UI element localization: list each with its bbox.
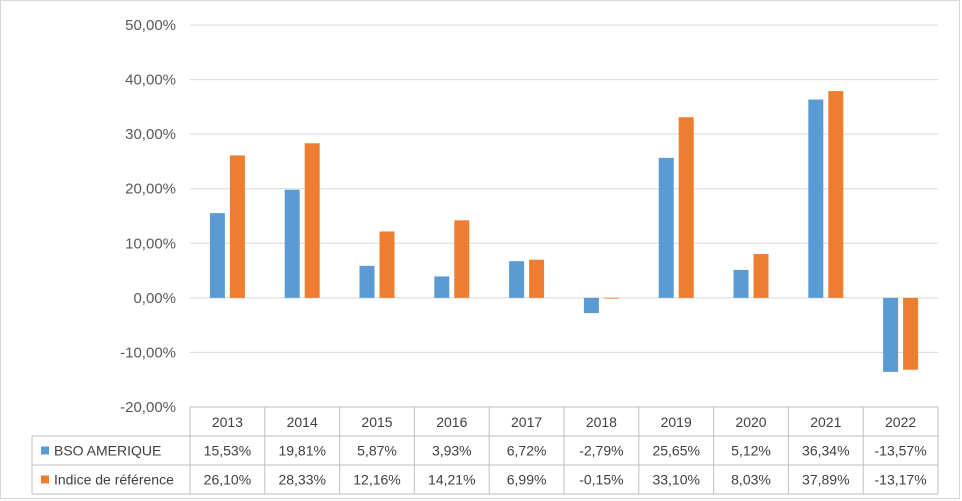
y-tick-label: 50,00% xyxy=(125,17,176,34)
bar-indice-2018 xyxy=(603,297,619,299)
bar-indice-2017 xyxy=(529,259,545,298)
data-label-1-2018: -0,15% xyxy=(579,472,623,488)
bar-bso-2015 xyxy=(359,265,375,298)
bar-bso-2016 xyxy=(434,276,450,298)
category-label-2019: 2019 xyxy=(661,414,692,430)
data-label-1-2021: 37,89% xyxy=(802,472,849,488)
data-label-1-2014: 28,33% xyxy=(278,472,325,488)
legend-label-1: Indice de référence xyxy=(54,472,174,488)
bar-bso-2018 xyxy=(583,297,599,314)
legend-label-0: BSO AMERIQUE xyxy=(54,443,161,459)
data-label-0-2016: 3,93% xyxy=(432,443,472,459)
data-label-1-2020: 8,03% xyxy=(731,472,771,488)
data-label-0-2020: 5,12% xyxy=(731,443,771,459)
bar-bso-2020 xyxy=(733,269,749,298)
y-tick-label: 40,00% xyxy=(125,72,176,89)
data-label-1-2017: 6,99% xyxy=(507,472,547,488)
bar-indice-2022 xyxy=(903,297,919,370)
data-label-0-2019: 25,65% xyxy=(652,443,699,459)
data-label-0-2022: -13,57% xyxy=(875,443,927,459)
data-label-0-2017: 6,72% xyxy=(507,443,547,459)
bar-bso-2013 xyxy=(209,213,225,298)
y-tick-label: -10,00% xyxy=(120,344,176,361)
category-label-2020: 2020 xyxy=(735,414,766,430)
bar-bso-2021 xyxy=(808,99,824,298)
data-label-1-2019: 33,10% xyxy=(652,472,699,488)
bar-indice-2021 xyxy=(828,91,844,298)
data-label-1-2013: 26,10% xyxy=(204,472,251,488)
data-label-0-2021: 36,34% xyxy=(802,443,849,459)
category-label-2016: 2016 xyxy=(436,414,467,430)
bar-indice-2020 xyxy=(753,254,769,298)
data-label-0-2013: 15,53% xyxy=(204,443,251,459)
bar-indice-2013 xyxy=(229,155,245,298)
data-label-1-2016: 14,21% xyxy=(428,472,475,488)
y-tick-label: 0,00% xyxy=(133,290,176,307)
bar-bso-2022 xyxy=(883,297,899,372)
y-tick-label: 30,00% xyxy=(125,126,176,143)
bar-indice-2014 xyxy=(304,143,320,298)
data-label-1-2015: 12,16% xyxy=(353,472,400,488)
bar-bso-2017 xyxy=(509,261,525,298)
category-label-2021: 2021 xyxy=(810,414,841,430)
legend-key-1 xyxy=(41,475,49,484)
category-label-2022: 2022 xyxy=(885,414,916,430)
bar-indice-2016 xyxy=(454,220,470,298)
category-label-2017: 2017 xyxy=(511,414,542,430)
category-label-2015: 2015 xyxy=(361,414,392,430)
data-label-0-2014: 19,81% xyxy=(278,443,325,459)
bar-bso-2019 xyxy=(658,157,674,298)
category-label-2013: 2013 xyxy=(212,414,243,430)
bar-indice-2019 xyxy=(678,117,694,298)
y-tick-label: 20,00% xyxy=(125,181,176,198)
y-tick-label: -20,00% xyxy=(120,399,176,416)
data-label-1-2022: -13,17% xyxy=(875,472,927,488)
bar-indice-2015 xyxy=(379,231,395,298)
legend-key-0 xyxy=(41,446,49,455)
data-label-0-2018: -2,79% xyxy=(579,443,623,459)
y-tick-label: 10,00% xyxy=(125,235,176,252)
category-label-2018: 2018 xyxy=(586,414,617,430)
bar-bso-2014 xyxy=(284,189,300,298)
category-label-2014: 2014 xyxy=(287,414,318,430)
data-label-0-2015: 5,87% xyxy=(357,443,397,459)
